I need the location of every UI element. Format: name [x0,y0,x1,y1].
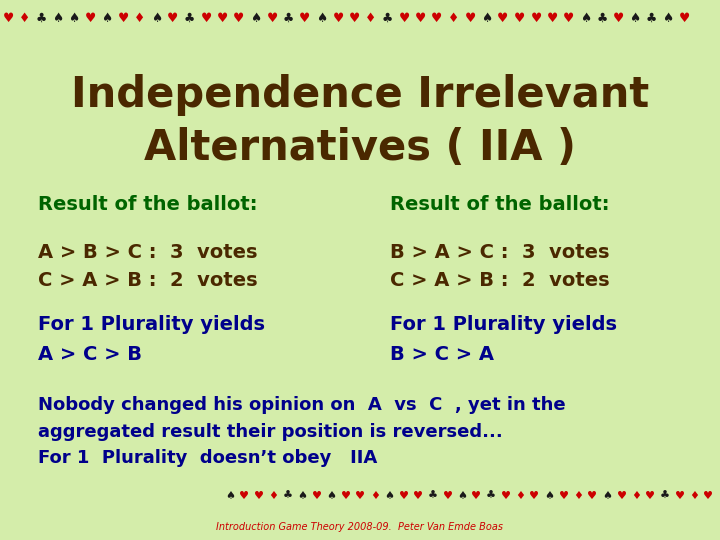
Text: ♥: ♥ [415,11,426,24]
Text: ♠: ♠ [68,11,80,24]
Text: ♥: ♥ [500,491,510,501]
Text: B > A > C :  3  votes: B > A > C : 3 votes [390,242,610,261]
Text: ♥: ♥ [413,491,423,501]
Text: ♥: ♥ [563,11,575,24]
Text: ♣: ♣ [283,491,293,501]
Text: ♥: ♥ [118,11,129,24]
Text: ♦: ♦ [448,11,459,24]
Text: ♣: ♣ [486,491,496,501]
Text: ♥: ♥ [646,491,655,501]
Text: ♦: ♦ [573,491,583,501]
Text: ♣: ♣ [184,11,195,24]
Text: ♦: ♦ [269,491,279,501]
Text: ♠: ♠ [544,491,554,501]
Text: ♠: ♠ [629,11,641,24]
Text: ♠: ♠ [481,11,492,24]
Text: B > C > A: B > C > A [390,346,494,365]
Text: Nobody changed his opinion on  A  vs  C  , yet in the: Nobody changed his opinion on A vs C , y… [38,396,566,414]
Text: ♥: ♥ [217,11,228,24]
Text: ♠: ♠ [326,491,336,501]
Text: ♦: ♦ [689,491,699,501]
Text: A > B > C :  3  votes: A > B > C : 3 votes [38,242,258,261]
Text: For 1 Plurality yields: For 1 Plurality yields [38,315,265,334]
Text: ♦: ♦ [19,11,30,24]
Text: ♠: ♠ [52,11,63,24]
Text: ♥: ♥ [529,491,539,501]
Text: Result of the ballot:: Result of the ballot: [38,195,258,214]
Text: ♠: ♠ [297,491,307,501]
Text: ♥: ♥ [240,491,250,501]
Text: ♠: ♠ [602,491,612,501]
Text: ♥: ♥ [431,11,443,24]
Text: ♥: ♥ [588,491,598,501]
Text: ♥: ♥ [514,11,525,24]
Text: ♠: ♠ [580,11,591,24]
Text: ♥: ♥ [85,11,96,24]
Text: For 1 Plurality yields: For 1 Plurality yields [390,315,617,334]
Text: A > C > B: A > C > B [38,346,142,365]
Text: For 1  Plurality  doesn’t obey   IIA: For 1 Plurality doesn’t obey IIA [38,449,377,467]
Text: ♥: ♥ [472,491,482,501]
Text: C > A > B :  2  votes: C > A > B : 2 votes [38,271,258,289]
Text: ♥: ♥ [559,491,569,501]
Text: ♥: ♥ [349,11,360,24]
Text: Introduction Game Theory 2008-09.  Peter Van Emde Boas: Introduction Game Theory 2008-09. Peter … [217,522,503,532]
Text: ♥: ♥ [341,491,351,501]
Text: ♥: ♥ [464,11,476,24]
Text: ♥: ♥ [613,11,624,24]
Text: ♥: ♥ [266,11,278,24]
Text: ♦: ♦ [135,11,145,24]
Text: ♥: ♥ [300,11,310,24]
Text: ♣: ♣ [382,11,393,24]
Text: ♠: ♠ [316,11,327,24]
Text: ♣: ♣ [283,11,294,24]
Text: ♠: ♠ [662,11,674,24]
Text: ♦: ♦ [631,491,641,501]
Text: ♣: ♣ [596,11,608,24]
Text: ♥: ♥ [679,11,690,24]
Text: ♥: ♥ [547,11,558,24]
Text: ♥: ♥ [675,491,685,501]
Text: ♥: ♥ [167,11,179,24]
Text: ♥: ♥ [312,491,322,501]
Text: ♥: ♥ [498,11,508,24]
Text: ♠: ♠ [151,11,162,24]
Text: ♥: ♥ [200,11,212,24]
Text: ♠: ♠ [384,491,395,501]
Text: Result of the ballot:: Result of the ballot: [390,195,610,214]
Text: ♣: ♣ [646,11,657,24]
Text: Alternatives ( IIA ): Alternatives ( IIA ) [144,127,576,169]
Text: ♥: ♥ [398,11,410,24]
Text: ♥: ♥ [443,491,452,501]
Text: ♥: ♥ [356,491,366,501]
Text: ♥: ♥ [233,11,245,24]
Text: ♠: ♠ [250,11,261,24]
Text: aggregated result their position is reversed...: aggregated result their position is reve… [38,423,503,441]
Text: ♥: ♥ [2,11,14,24]
Text: ♣: ♣ [660,491,670,501]
Text: ♥: ♥ [399,491,409,501]
Text: ♣: ♣ [35,11,47,24]
Text: ♦: ♦ [515,491,525,501]
Text: ♦: ♦ [365,11,377,24]
Text: ♣: ♣ [428,491,438,501]
Text: ♥: ♥ [616,491,626,501]
Text: ♠: ♠ [457,491,467,501]
Text: ♥: ♥ [254,491,264,501]
Text: ♠: ♠ [225,491,235,501]
Text: ♥: ♥ [333,11,343,24]
Text: ♥: ♥ [703,491,714,501]
Text: C > A > B :  2  votes: C > A > B : 2 votes [390,271,610,289]
Text: ♠: ♠ [102,11,112,24]
Text: ♥: ♥ [531,11,541,24]
Text: Independence Irrelevant: Independence Irrelevant [71,74,649,116]
Text: ♦: ♦ [370,491,380,501]
